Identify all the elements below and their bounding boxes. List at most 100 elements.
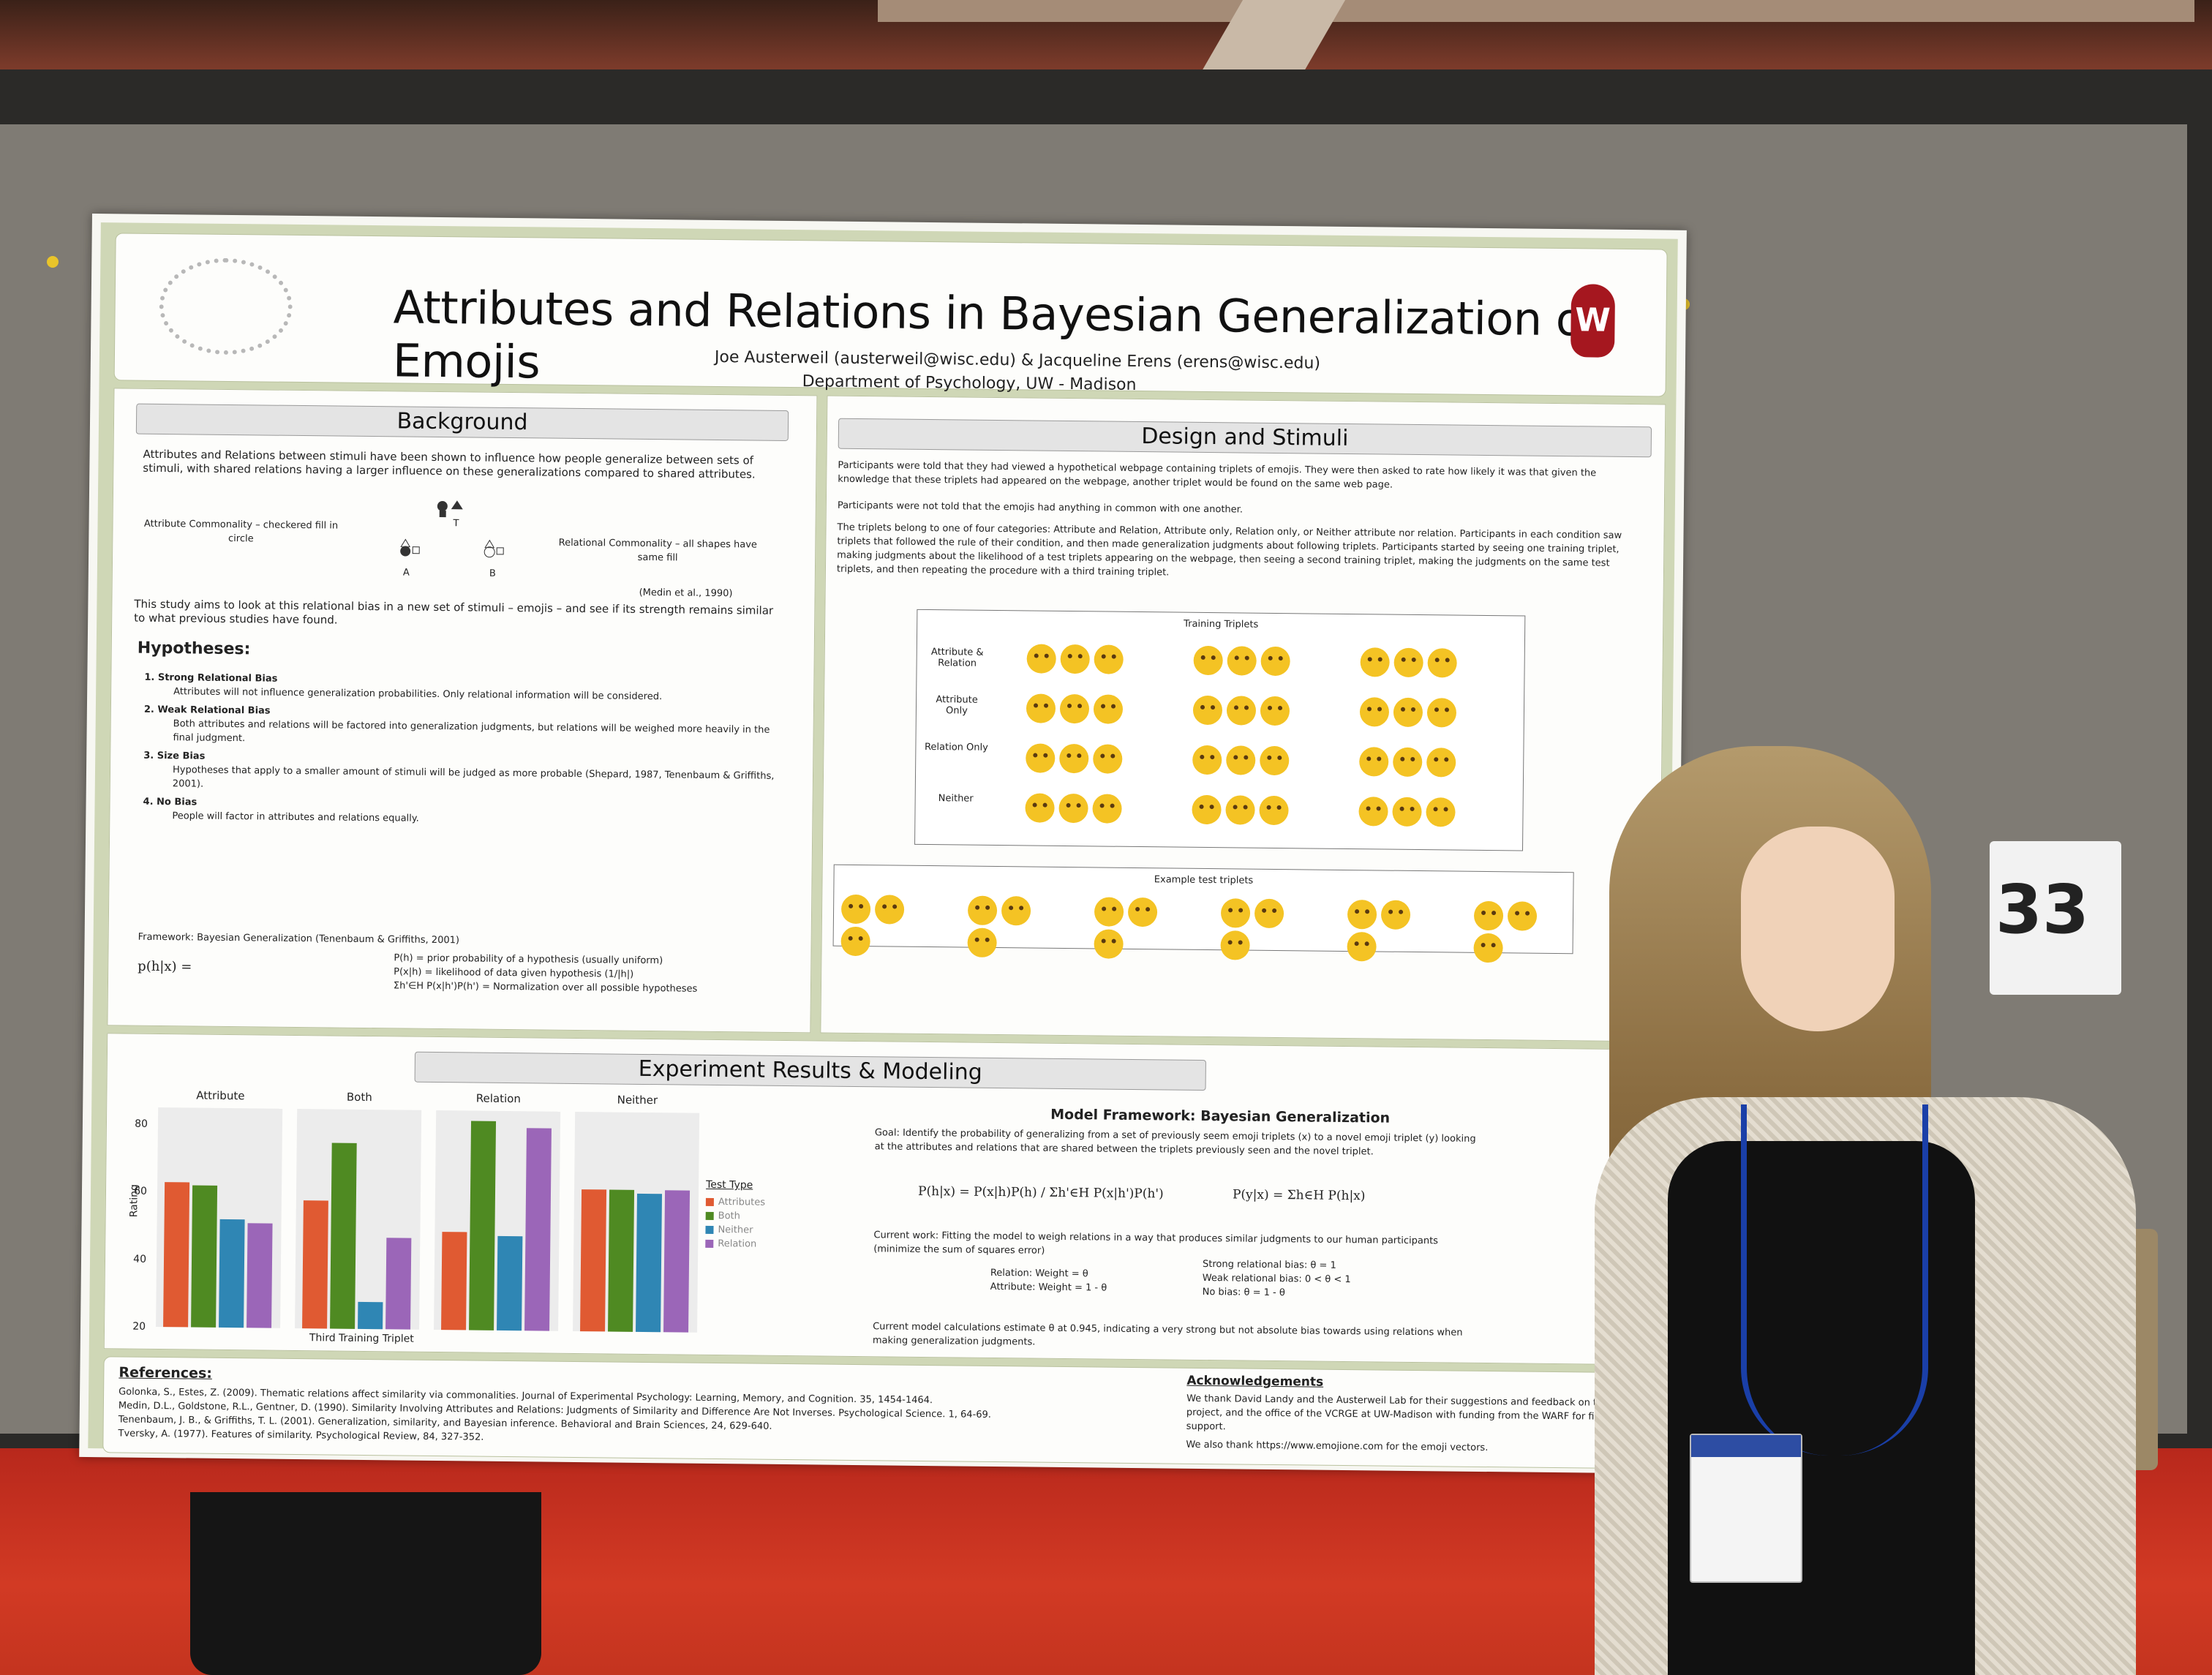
emoji-icon bbox=[1226, 696, 1257, 726]
training-triplets-label: Training Triplets bbox=[1184, 618, 1259, 631]
legend-swatch bbox=[705, 1197, 714, 1206]
legend-items: Attributes Both Neither Relation bbox=[705, 1197, 786, 1250]
relational-commonality-label: Relational Commonality – all shapes have… bbox=[558, 537, 758, 564]
chart-bar bbox=[330, 1143, 357, 1329]
emoji-icon bbox=[1426, 748, 1456, 778]
emoji-icon bbox=[840, 894, 871, 925]
bias-line: Weak relational bias: 0 < θ < 1 bbox=[1202, 1272, 1351, 1286]
model-estimate: Current model calculations estimate θ at… bbox=[872, 1321, 1463, 1348]
model-weights: Relation: Weight = θ Attribute: Weight =… bbox=[990, 1266, 1107, 1295]
background-heading: Background bbox=[135, 403, 789, 441]
medin-citation: (Medin et al., 1990) bbox=[639, 587, 733, 600]
person-face bbox=[1741, 827, 1895, 1031]
emoji-icon bbox=[1092, 794, 1122, 824]
chart-xlabel: Third Training Triplet bbox=[309, 1332, 414, 1345]
emoji-icon bbox=[1058, 793, 1088, 824]
emoji-icon bbox=[1427, 648, 1457, 678]
references-heading: References: bbox=[118, 1364, 213, 1382]
legend-swatch bbox=[705, 1239, 714, 1248]
hypotheses-heading: Hypotheses: bbox=[137, 639, 251, 659]
study-aim: This study aims to look at this relation… bbox=[134, 597, 774, 627]
emoji-icon bbox=[1026, 644, 1056, 674]
legend-label: Relation bbox=[718, 1238, 757, 1250]
legend-item: Relation bbox=[705, 1238, 786, 1250]
chart-bar bbox=[663, 1190, 691, 1333]
emoji-icon bbox=[1059, 743, 1089, 774]
emoji-icon bbox=[1359, 747, 1389, 777]
row-label-attribute-only: Attribute Only bbox=[936, 694, 978, 717]
facet-title: Neither bbox=[617, 1093, 658, 1107]
emoji-icon bbox=[1426, 797, 1456, 827]
model-equation-1: P(h|x) = P(x|h)P(h) / Σh'∈H P(x|h')P(h') bbox=[917, 1183, 1164, 1202]
facet-title: Relation bbox=[475, 1091, 521, 1106]
design-paragraph-3: The triplets belong to one of four categ… bbox=[836, 522, 1622, 579]
background-intro: Attributes and Relations between stimuli… bbox=[143, 447, 756, 481]
emoji-icon bbox=[1260, 696, 1290, 726]
references-panel: References: Golonka, S., Estes, Z. (2009… bbox=[102, 1356, 1656, 1469]
model-biases: Strong relational bias: θ = 1 Weak relat… bbox=[1203, 1257, 1351, 1301]
row-label-attribute-relation: Attribute & Relation bbox=[930, 647, 984, 669]
emoji-icon bbox=[1226, 745, 1256, 775]
legend-title: Test Type bbox=[706, 1178, 753, 1192]
chart-bar bbox=[191, 1185, 218, 1328]
emoji-icon bbox=[1359, 697, 1390, 727]
chart-bar bbox=[636, 1193, 663, 1333]
emoji-icon bbox=[1260, 745, 1290, 776]
legend-item: Attributes bbox=[705, 1197, 786, 1208]
acknowledgements-text-2: We also thank https://www.emojione.com f… bbox=[1186, 1439, 1489, 1454]
row-label-relation-only: Relation Only bbox=[924, 741, 988, 753]
emoji-icon bbox=[967, 927, 997, 958]
references-list: Golonka, S., Estes, Z. (2009). Thematic … bbox=[118, 1385, 1069, 1450]
design-heading: Design and Stimuli bbox=[838, 418, 1652, 458]
emoji-icon bbox=[1259, 795, 1289, 826]
results-panel: Experiment Results & Modeling Rating 20 4… bbox=[103, 1033, 1660, 1366]
current-work: Current work: Fitting the model to weigh… bbox=[873, 1230, 1439, 1257]
emoji-icon bbox=[1001, 896, 1031, 926]
emoji-icon bbox=[1347, 900, 1377, 930]
row-label-neither: Neither bbox=[938, 793, 974, 805]
legend-swatch bbox=[705, 1211, 714, 1220]
design-paragraph-1: Participants were told that they had vie… bbox=[838, 459, 1597, 491]
model-equation-2: P(y|x) = Σh∈H P(h|x) bbox=[1232, 1187, 1366, 1204]
emoji-icon bbox=[1220, 930, 1250, 960]
emoji-icon bbox=[1094, 929, 1124, 959]
acknowledgements-text: We thank David Landy and the Austerweil … bbox=[1186, 1393, 1629, 1433]
design-panel: Design and Stimuli Participants were tol… bbox=[820, 395, 1666, 1042]
emoji-icon bbox=[1392, 797, 1422, 827]
chart-plot-area: Attribute Both Relation Neither bbox=[156, 1089, 700, 1333]
legend-label: Neither bbox=[718, 1224, 753, 1236]
poster-department: Department of Psychology, UW - Madison bbox=[802, 372, 1137, 394]
emoji-icon bbox=[1026, 743, 1056, 773]
emoji-icon bbox=[1358, 797, 1388, 827]
emoji-icon bbox=[1507, 901, 1538, 931]
push-pin bbox=[47, 256, 59, 268]
chart-facet: Relation bbox=[434, 1092, 561, 1331]
bayes-equation: p(h|x) = bbox=[138, 958, 192, 975]
chart-bar bbox=[358, 1301, 383, 1330]
emoji-icon bbox=[1220, 898, 1251, 928]
diagram-label-a: A bbox=[402, 567, 410, 579]
y-tick-label: 80 bbox=[135, 1118, 148, 1130]
emoji-icon bbox=[1026, 693, 1056, 723]
emoji-icon bbox=[1393, 647, 1423, 678]
model-goal: Goal: Identify the probability of genera… bbox=[874, 1127, 1476, 1158]
legend-item: Neither bbox=[705, 1224, 786, 1236]
facet-title: Attribute bbox=[196, 1088, 245, 1103]
diagram-label-t: T bbox=[453, 518, 459, 530]
background-panel: Background Attributes and Relations betw… bbox=[107, 388, 818, 1034]
hypothesis-detail: Hypotheses that apply to a smaller amoun… bbox=[172, 764, 775, 790]
lanyard bbox=[1741, 1104, 1928, 1456]
design-paragraph-2: Participants were not told that the emoj… bbox=[837, 500, 1244, 516]
chart-legend: Test Type Attributes Both Neither Relation bbox=[705, 1179, 786, 1253]
emoji-icon bbox=[1093, 694, 1124, 724]
uw-seal-icon: W bbox=[1570, 284, 1616, 358]
legend-label: Both bbox=[718, 1211, 740, 1222]
emoji-icon bbox=[1094, 644, 1124, 674]
emoji-icon bbox=[1192, 695, 1223, 726]
board-number: 33 bbox=[1995, 870, 2090, 949]
poster-header: Attributes and Relations in Bayesian Gen… bbox=[113, 233, 1668, 397]
chart-yaxis: 20 40 60 80 bbox=[119, 1107, 151, 1333]
test-triplets-label: Example test triplets bbox=[1154, 874, 1254, 887]
chart-facet: Neither bbox=[573, 1094, 700, 1333]
acknowledgements-heading: Acknowledgements bbox=[1186, 1373, 1324, 1390]
